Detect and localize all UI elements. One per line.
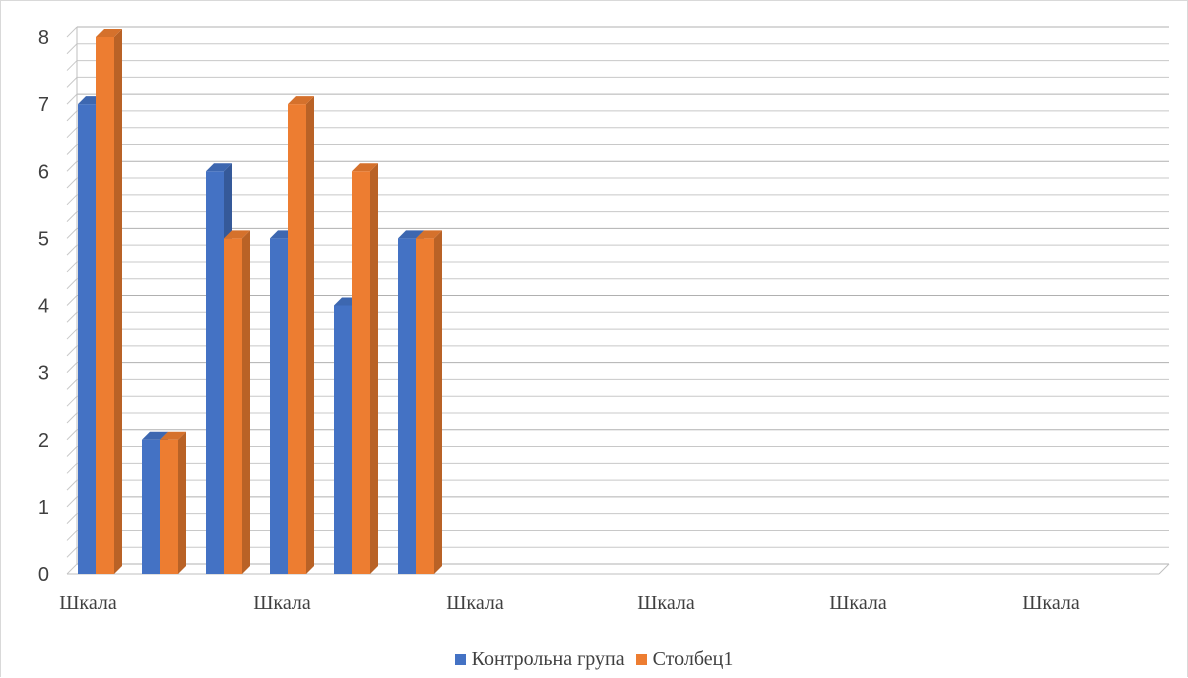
bar: [288, 96, 314, 574]
bar-front: [78, 104, 96, 574]
gridline-side: [66, 429, 78, 441]
bar: [224, 230, 250, 574]
gridline-side: [66, 362, 78, 373]
legend-label-series-1: Контрольна група: [471, 648, 625, 670]
x-axis-depth-line: [1158, 563, 1170, 575]
legend: Контрольна група Столбец1: [0, 648, 1188, 671]
bar-side: [434, 230, 442, 574]
bar-side: [178, 431, 186, 574]
y-tick-label: 0: [38, 564, 49, 586]
gridline-side: [66, 76, 78, 88]
gridline-side: [66, 311, 78, 323]
gridline-side: [66, 194, 78, 206]
bar-side: [242, 230, 250, 574]
y-tick-label: 1: [38, 497, 49, 519]
gridline-side: [66, 530, 78, 541]
bar-front: [206, 171, 224, 574]
bar-front: [416, 238, 434, 574]
x-tick-label: Шкала: [59, 592, 117, 614]
gridline-side: [66, 479, 78, 491]
x-tick-label: Шкала: [637, 592, 695, 614]
gridline-side: [66, 43, 78, 55]
legend-swatch-blue: [454, 654, 466, 665]
bar-top: [224, 230, 250, 239]
axes: [67, 27, 1170, 575]
bar-front: [270, 238, 288, 574]
bar-top: [160, 431, 186, 440]
gridline-side: [66, 278, 78, 290]
y-tick-label: 3: [38, 363, 49, 385]
gridline-side: [66, 345, 78, 357]
bar-top: [398, 230, 424, 239]
legend-item-series-1: Контрольна група: [454, 648, 625, 671]
y-axis-ticks: 0 1 2 3 4 5 6 7 8: [38, 27, 49, 586]
gridline-side: [66, 379, 78, 390]
bar-side: [306, 96, 314, 574]
bar-top: [206, 163, 232, 172]
bar-side: [114, 29, 122, 574]
bar: [96, 29, 122, 574]
bar-top: [352, 163, 378, 172]
gridline-side: [66, 228, 78, 239]
gridline-side: [66, 261, 78, 273]
gridline-side: [66, 563, 78, 575]
gridline-side: [66, 446, 78, 457]
gridline-side: [66, 211, 78, 222]
bar-top: [288, 96, 314, 105]
y-tick-label: 7: [38, 94, 49, 116]
y-tick-label: 2: [38, 430, 49, 452]
legend-label-series-2: Столбец1: [652, 648, 734, 670]
gridline-side: [66, 546, 78, 558]
bar-front: [142, 439, 160, 574]
x-tick-label: Шкала: [253, 592, 311, 614]
bar-top: [96, 29, 122, 37]
x-tick-label: Шкала: [1022, 592, 1080, 614]
bar-front: [160, 439, 178, 574]
bar: [352, 163, 378, 574]
gridline-side: [66, 160, 78, 172]
gridline-side: [66, 328, 78, 340]
x-tick-label: Шкала: [829, 592, 887, 614]
gridline-side: [66, 244, 78, 256]
bar-front: [224, 238, 242, 574]
x-tick-label: Шкала: [446, 592, 504, 614]
gridline-side: [66, 462, 78, 474]
y-tick-label: 8: [38, 27, 49, 49]
gridline-side: [66, 60, 78, 71]
legend-item-series-2: Столбец1: [635, 648, 734, 671]
gridline-side: [66, 144, 78, 155]
x-axis-ticks: Шкала Шкала Шкала Шкала Шкала Шкала: [59, 592, 1080, 614]
y-tick-label: 5: [38, 228, 49, 250]
gridline-side: [66, 295, 78, 306]
bar: [416, 230, 442, 574]
bar-front: [96, 37, 114, 574]
bar-top: [142, 431, 168, 440]
bar: [160, 431, 186, 574]
gridline-side: [66, 412, 78, 424]
gridline-side: [66, 127, 78, 139]
bar-front: [288, 104, 306, 574]
gridline-side: [66, 177, 78, 189]
gridline-side: [66, 110, 78, 122]
gridline-side: [66, 496, 78, 508]
gridline-side: [66, 26, 78, 38]
gridlines: [66, 26, 1169, 575]
gridline-side: [66, 93, 78, 105]
y-tick-label: 4: [38, 296, 49, 318]
y-tick-label: 6: [38, 161, 49, 183]
gridline-side: [66, 395, 78, 407]
bar-front: [334, 305, 352, 574]
bar-side: [370, 163, 378, 574]
bars: [78, 29, 442, 574]
bar-top: [416, 230, 442, 239]
bar-front: [352, 171, 370, 574]
bar-front: [398, 238, 416, 574]
legend-swatch-orange: [635, 654, 647, 665]
gridline-side: [66, 513, 78, 525]
